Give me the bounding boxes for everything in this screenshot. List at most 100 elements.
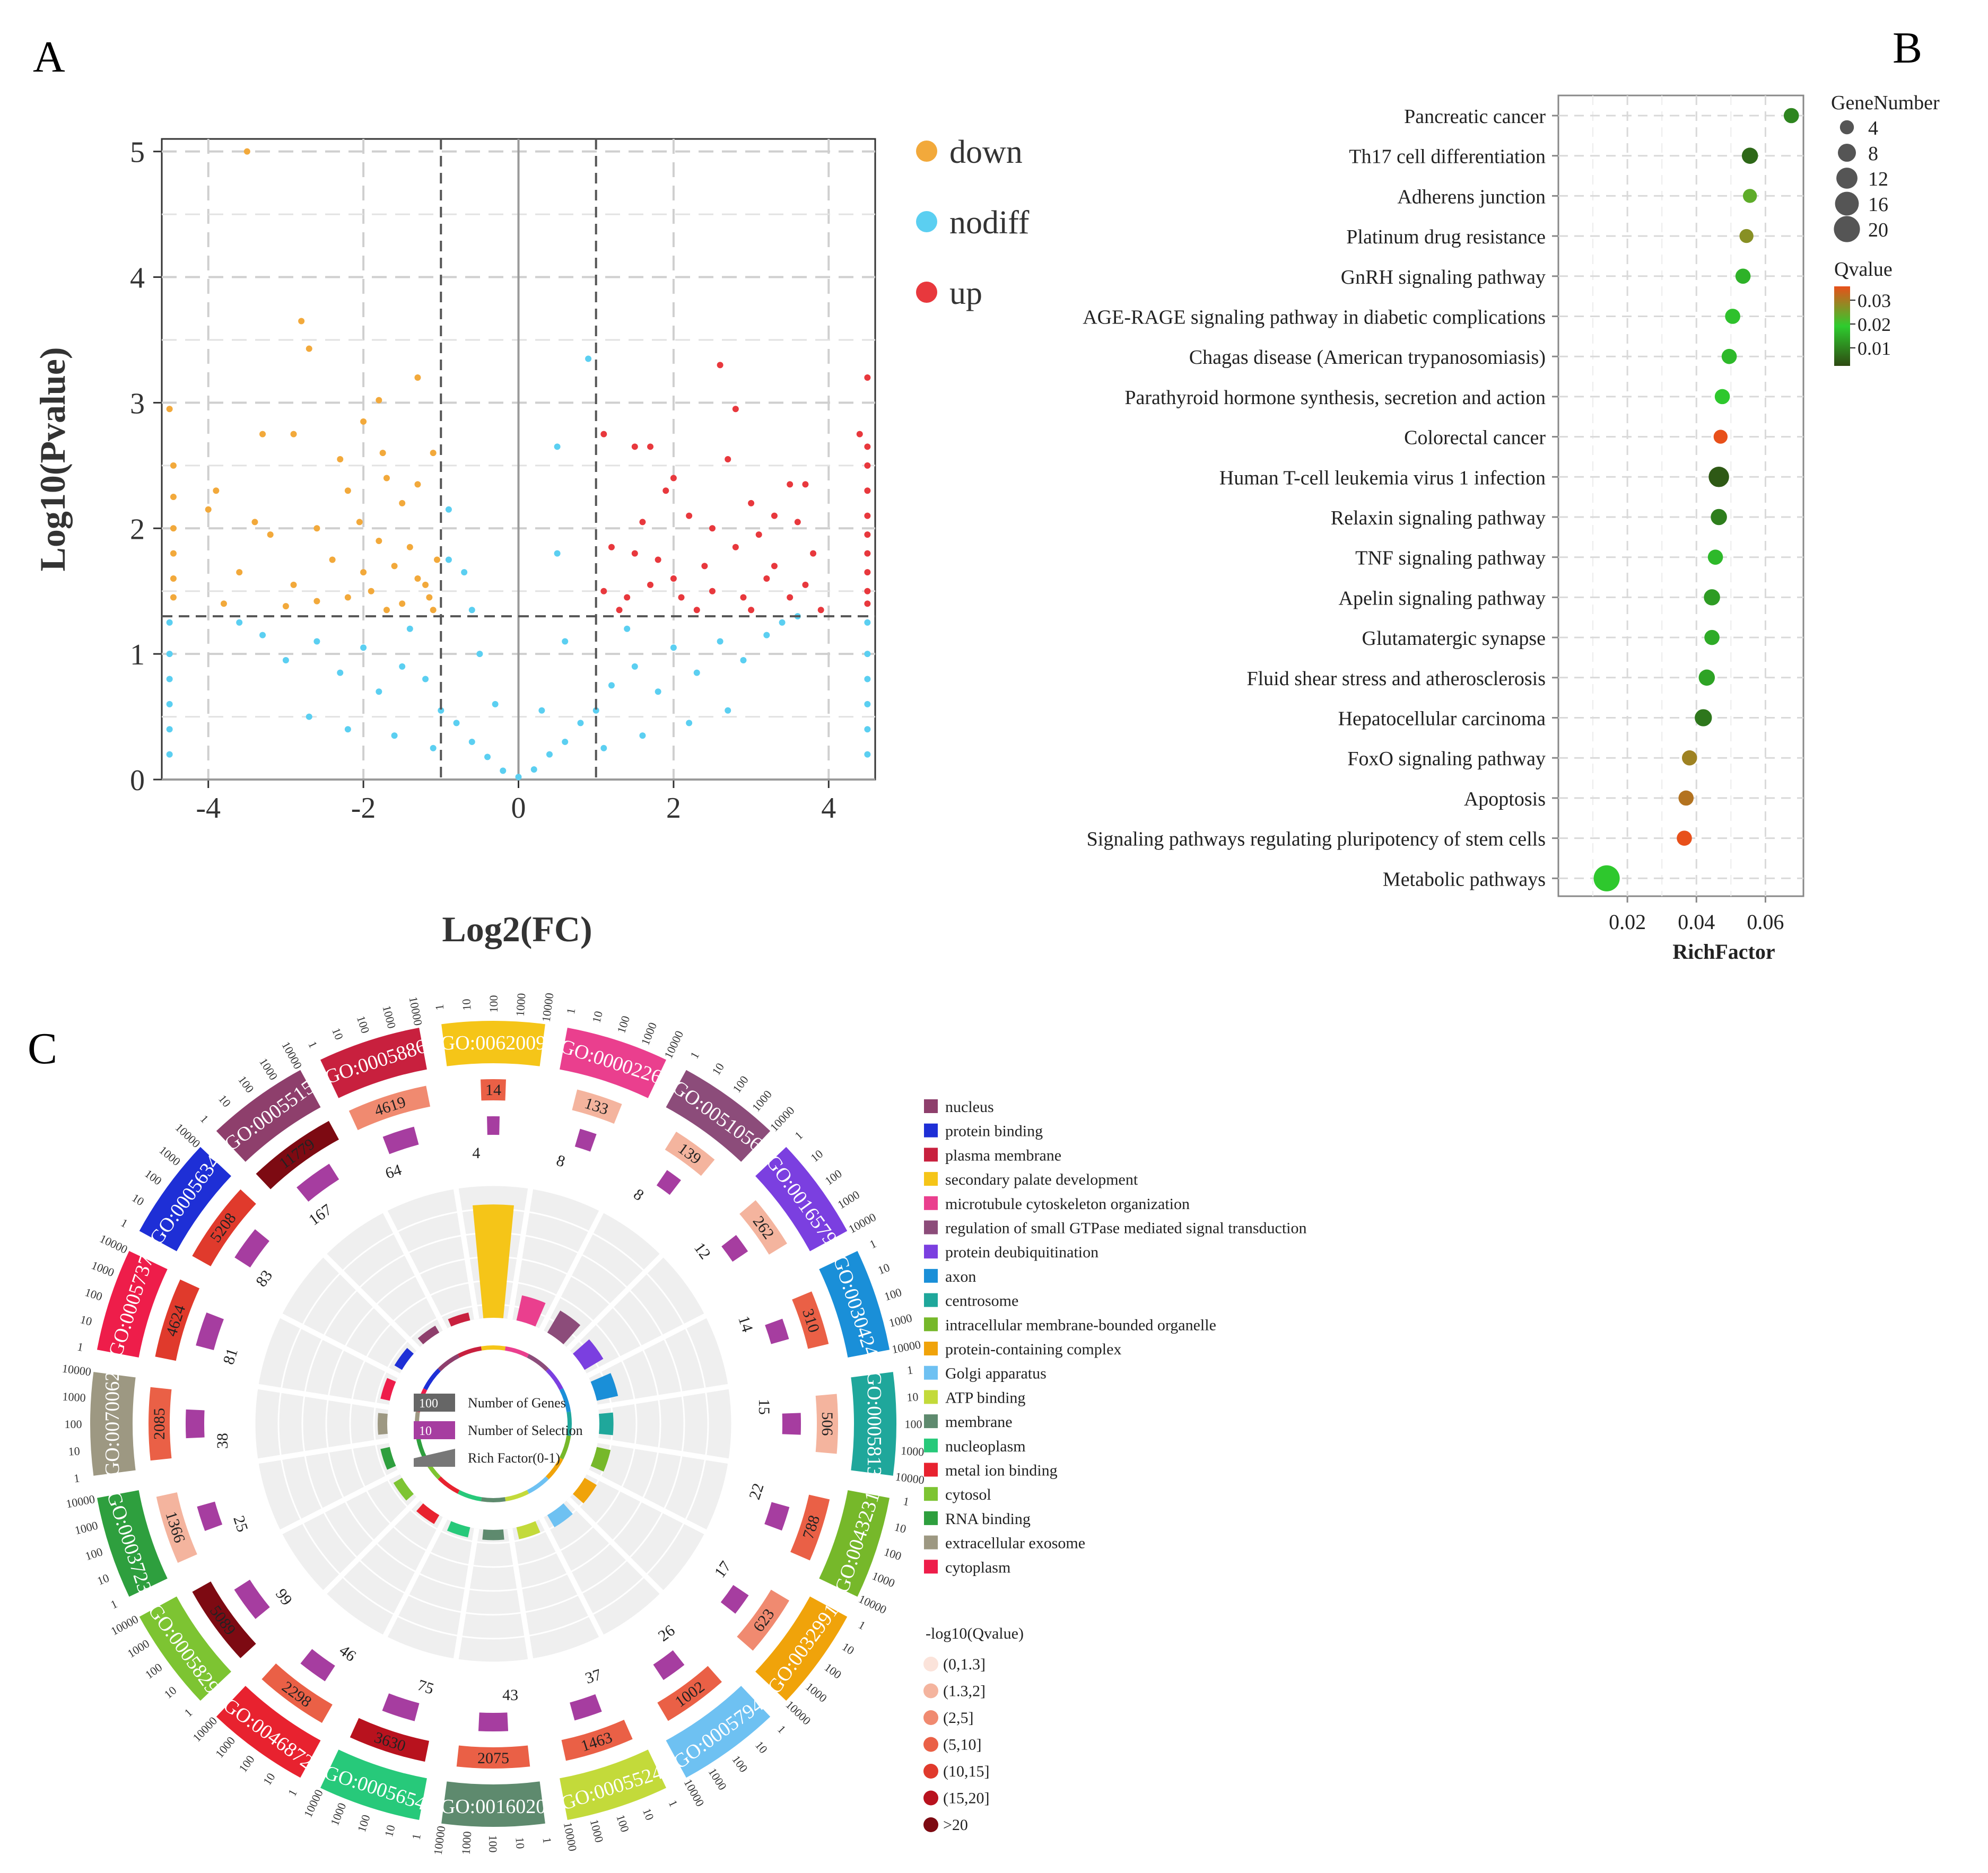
number-of-genes-bar: [348, 1086, 431, 1131]
point-down: [170, 525, 177, 532]
point-nodiff: [538, 707, 545, 714]
point-down: [414, 575, 421, 582]
point-down: [426, 594, 433, 601]
go-term-band: [97, 1251, 168, 1358]
point-down: [430, 450, 437, 457]
legend-marker-up: [916, 282, 937, 303]
point-nodiff: [391, 732, 398, 739]
number-of-selection-label: 75: [415, 1676, 436, 1698]
term-legend-swatch: [924, 1463, 938, 1477]
pathway-bubble: [1711, 509, 1727, 526]
point-up: [748, 500, 755, 506]
point-nodiff: [445, 556, 452, 563]
inner-divider: [322, 1496, 421, 1595]
point-up: [787, 594, 794, 601]
term-legend-label: nucleus: [945, 1098, 994, 1116]
pathway-label: Colorectal cancer: [1404, 427, 1546, 449]
point-up: [794, 519, 801, 526]
number-of-genes-bar: [156, 1492, 197, 1563]
point-down: [399, 500, 406, 506]
point-down: [360, 418, 367, 425]
inner-color-ring: [545, 1368, 563, 1390]
point-down: [298, 318, 305, 325]
point-up: [787, 481, 794, 488]
point-nodiff: [344, 726, 351, 733]
size-legend-label: 4: [1868, 117, 1878, 139]
number-of-selection-label: 46: [336, 1642, 360, 1665]
point-down: [170, 494, 177, 501]
x-tick-label: -4: [196, 792, 221, 825]
point-down: [313, 598, 320, 605]
size-legend-marker: [1835, 191, 1859, 216]
term-legend-label: protein binding: [945, 1123, 1043, 1140]
qvalue-legend-label: (5,10]: [943, 1736, 981, 1754]
scale-label: 10: [840, 1640, 857, 1657]
point-nodiff: [476, 651, 483, 658]
number-of-selection-bar: [487, 1116, 500, 1135]
rich-factor-wedge: [380, 1447, 396, 1470]
qvalue-legend-marker: [923, 1817, 938, 1832]
qvalue-legend-label: (10,15]: [943, 1763, 989, 1780]
scale-label: 10: [709, 1061, 727, 1078]
rich-factor-wedge: [573, 1477, 597, 1503]
number-of-genes-bar: [815, 1394, 838, 1454]
number-of-selection-label: 38: [214, 1433, 231, 1449]
pathway-bubble: [1725, 309, 1740, 324]
point-nodiff: [259, 632, 266, 638]
inner-color-ring: [457, 1346, 482, 1358]
number-of-selection-label: 15: [755, 1399, 773, 1415]
point-nodiff: [592, 707, 599, 714]
point-down: [383, 475, 390, 482]
y-tick-label: 1: [130, 638, 145, 671]
point-up: [670, 575, 677, 582]
go-term-band: [560, 1027, 666, 1098]
term-legend-label: protein deubiquitination: [945, 1244, 1098, 1261]
point-down: [422, 581, 429, 588]
y-tick-label: 2: [130, 513, 145, 546]
number-of-selection-bar: [197, 1501, 223, 1531]
point-nodiff: [166, 676, 173, 682]
term-legend-label: centrosome: [945, 1292, 1018, 1310]
point-nodiff: [166, 701, 173, 707]
scale-label: 1000: [213, 1734, 238, 1761]
point-up: [740, 594, 747, 601]
point-nodiff: [779, 619, 786, 626]
point-down: [337, 456, 344, 462]
scale-label: 10000: [62, 1362, 92, 1379]
inner-divider: [586, 1469, 708, 1535]
inner-color-ring: [566, 1411, 572, 1437]
panel-label-b: B: [1893, 23, 1922, 73]
go-term-band: [320, 1027, 427, 1098]
rich-factor-wedge: [573, 1339, 604, 1370]
term-legend-label: intracellular membrane-bounded organelle: [945, 1316, 1216, 1334]
qvalue-legend-marker: [923, 1683, 938, 1699]
scale-label: 10: [260, 1771, 278, 1788]
scale-label: 1000: [588, 1818, 606, 1844]
pathway-bubble: [1708, 467, 1729, 487]
scale-label: 1000: [901, 1444, 925, 1459]
scale-label: 10000: [894, 1470, 925, 1487]
point-nodiff: [725, 707, 731, 714]
scale-label: 1000: [125, 1636, 152, 1660]
scale-label: 100: [83, 1285, 104, 1303]
number-of-genes-bar: [456, 1745, 530, 1769]
inner-divider: [586, 1313, 708, 1378]
term-legend-swatch: [924, 1099, 938, 1113]
point-down: [306, 345, 312, 352]
point-down: [376, 397, 382, 404]
pathway-bubble: [1707, 549, 1723, 565]
point-nodiff: [453, 720, 460, 727]
scale-label: 10000: [98, 1232, 129, 1256]
scale-label: 1000: [835, 1188, 862, 1212]
point-down: [368, 588, 374, 594]
point-up: [647, 443, 654, 450]
legend-marker-down: [916, 141, 937, 162]
size-legend-marker: [1837, 143, 1856, 162]
point-nodiff: [546, 751, 553, 758]
number-of-selection-label: 83: [252, 1267, 276, 1290]
scale-label: 10000: [661, 1029, 686, 1061]
number-of-genes-bar: [790, 1494, 830, 1561]
qvalue-legend-marker: [923, 1790, 938, 1806]
term-legend-label: cytosol: [945, 1486, 991, 1503]
number-of-genes-bar: [155, 1279, 200, 1361]
